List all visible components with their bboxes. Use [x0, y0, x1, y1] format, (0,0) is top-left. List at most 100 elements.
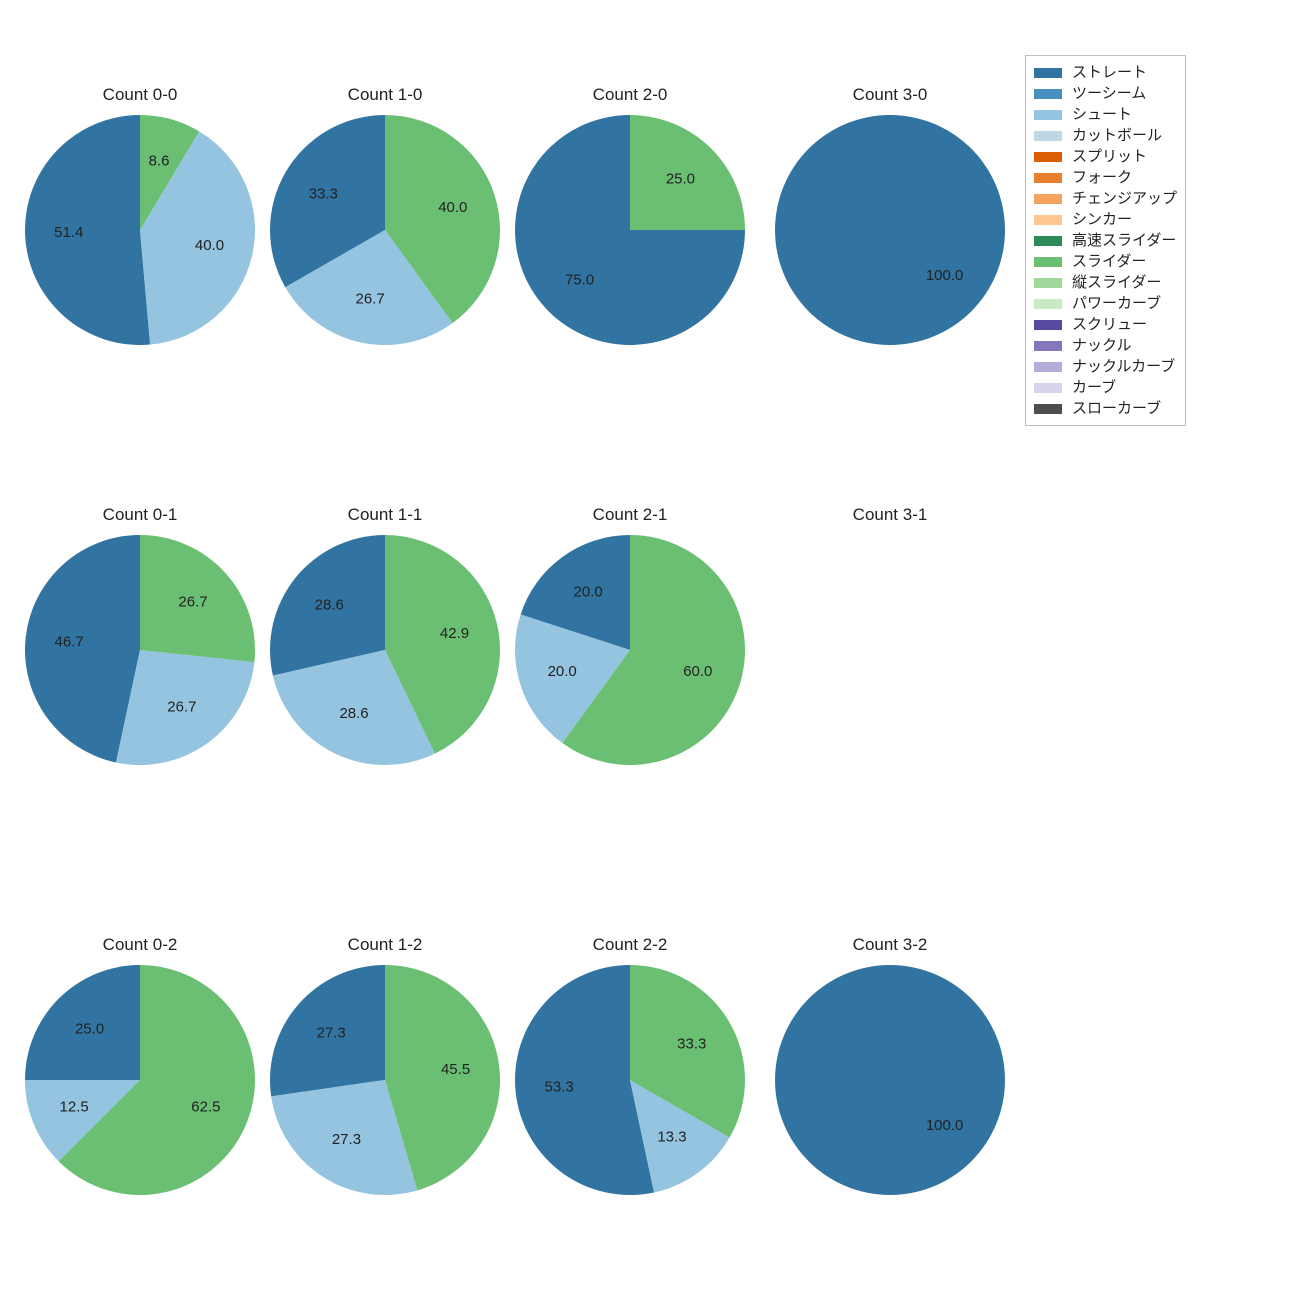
- slice-label: 26.7: [356, 291, 385, 308]
- legend-swatch: [1034, 110, 1062, 120]
- chart-title: Count 0-1: [103, 505, 178, 525]
- slice-label: 100.0: [926, 267, 964, 284]
- legend-swatch: [1034, 320, 1062, 330]
- pie-chart: 27.3 27.3 45.5: [268, 963, 502, 1197]
- legend-label: 縦スライダー: [1072, 272, 1161, 293]
- legend-label: カットボール: [1072, 125, 1162, 146]
- chart-title: Count 2-2: [593, 935, 668, 955]
- legend-label: スローカーブ: [1072, 398, 1161, 419]
- slice-label: 26.7: [167, 699, 196, 716]
- legend-item: スクリュー: [1034, 314, 1177, 335]
- legend-label: スクリュー: [1072, 314, 1147, 335]
- legend-label: スプリット: [1072, 146, 1147, 167]
- pie-chart: 33.326.740.0: [268, 113, 502, 347]
- chart-title: Count 0-0: [103, 85, 178, 105]
- slice-label: 53.3: [544, 1078, 573, 1095]
- legend-item: ツーシーム: [1034, 83, 1177, 104]
- slice-label: 60.0: [683, 663, 712, 680]
- legend-item: 縦スライダー: [1034, 272, 1177, 293]
- legend-label: ストレート: [1072, 62, 1147, 83]
- legend-label: ツーシーム: [1072, 83, 1146, 104]
- slice-label: 75.0: [565, 271, 594, 288]
- legend-item: スライダー: [1034, 251, 1177, 272]
- legend-label: シュート: [1072, 104, 1132, 125]
- legend-swatch: [1034, 194, 1062, 204]
- slice-label: 27.3: [317, 1024, 346, 1041]
- legend-item: カーブ: [1034, 377, 1177, 398]
- slice-label: 62.5: [191, 1098, 220, 1115]
- legend-swatch: [1034, 152, 1062, 162]
- legend-label: パワーカーブ: [1072, 293, 1161, 314]
- legend-label: フォーク: [1072, 167, 1132, 188]
- slice-label: 100.0: [926, 1117, 964, 1134]
- legend-item: 高速スライダー: [1034, 230, 1177, 251]
- slice-label: 12.5: [60, 1098, 89, 1115]
- legend-item: フォーク: [1034, 167, 1177, 188]
- pie-slice: [775, 115, 1005, 345]
- pie-chart: 25.0 12.5 62.5: [23, 963, 257, 1197]
- pie-chart: 28.6 28.6 42.9: [268, 533, 502, 767]
- legend-swatch: [1034, 404, 1062, 414]
- slice-label: 20.0: [548, 663, 577, 680]
- legend-item: ストレート: [1034, 62, 1177, 83]
- legend-item: シュート: [1034, 104, 1177, 125]
- legend-item: ナックルカーブ: [1034, 356, 1177, 377]
- legend-label: カーブ: [1072, 377, 1116, 398]
- pie-chart: 46.726.726.7: [23, 533, 257, 767]
- pie-chart: 75.0 25.0: [513, 113, 747, 347]
- slice-label: 33.3: [309, 185, 338, 202]
- pie-chart: 100.0: [773, 963, 1007, 1197]
- chart-title: Count 1-2: [348, 935, 423, 955]
- legend-item: スプリット: [1034, 146, 1177, 167]
- slice-label: 26.7: [178, 593, 207, 610]
- legend-item: スローカーブ: [1034, 398, 1177, 419]
- legend-item: パワーカーブ: [1034, 293, 1177, 314]
- legend-item: チェンジアップ: [1034, 188, 1177, 209]
- chart-title: Count 3-0: [853, 85, 928, 105]
- legend-item: シンカー: [1034, 209, 1177, 230]
- slice-label: 40.0: [195, 237, 224, 254]
- legend-label: シンカー: [1072, 209, 1132, 230]
- legend-swatch: [1034, 383, 1062, 393]
- slice-label: 45.5: [441, 1061, 470, 1078]
- legend-swatch: [1034, 257, 1062, 267]
- chart-title: Count 0-2: [103, 935, 178, 955]
- slice-label: 33.3: [677, 1035, 706, 1052]
- pie-chart: 53.3 13.3 33.3: [513, 963, 747, 1197]
- legend-swatch: [1034, 68, 1062, 78]
- chart-title: Count 3-2: [853, 935, 928, 955]
- legend-swatch: [1034, 299, 1062, 309]
- legend-item: カットボール: [1034, 125, 1177, 146]
- legend: ストレートツーシームシュートカットボールスプリットフォークチェンジアップシンカー…: [1025, 55, 1186, 426]
- slice-label: 28.6: [315, 597, 344, 614]
- slice-label: 42.9: [440, 625, 469, 642]
- slice-label: 51.4: [54, 224, 83, 241]
- legend-item: ナックル: [1034, 335, 1177, 356]
- slice-label: 27.3: [332, 1131, 361, 1148]
- pie-chart: 20.0 20.0 60.0: [513, 533, 747, 767]
- legend-swatch: [1034, 278, 1062, 288]
- pie-slice: [25, 115, 150, 345]
- pie-slice: [775, 965, 1005, 1195]
- chart-title: Count 2-1: [593, 505, 668, 525]
- legend-swatch: [1034, 236, 1062, 246]
- chart-title: Count 1-0: [348, 85, 423, 105]
- legend-swatch: [1034, 341, 1062, 351]
- chart-title: Count 3-1: [853, 505, 928, 525]
- slice-label: 13.3: [657, 1129, 686, 1146]
- slice-label: 25.0: [666, 171, 695, 188]
- chart-title: Count 2-0: [593, 85, 668, 105]
- legend-label: ナックルカーブ: [1072, 356, 1175, 377]
- chart-grid: Count 0-0 51.4 40.0 8.6 Count 1-0 33.3 26.7 40.…: [0, 0, 1300, 1300]
- slice-label: 20.0: [573, 583, 602, 600]
- legend-swatch: [1034, 362, 1062, 372]
- legend-label: スライダー: [1072, 251, 1146, 272]
- pie-chart: 100.0: [773, 113, 1007, 347]
- legend-label: ナックル: [1072, 335, 1132, 356]
- legend-label: チェンジアップ: [1072, 188, 1177, 209]
- slice-label: 8.6: [149, 152, 170, 169]
- legend-swatch: [1034, 173, 1062, 183]
- slice-label: 28.6: [339, 705, 368, 722]
- pie-chart: 51.4 40.0 8.6: [23, 113, 257, 347]
- slice-label: 25.0: [75, 1021, 104, 1038]
